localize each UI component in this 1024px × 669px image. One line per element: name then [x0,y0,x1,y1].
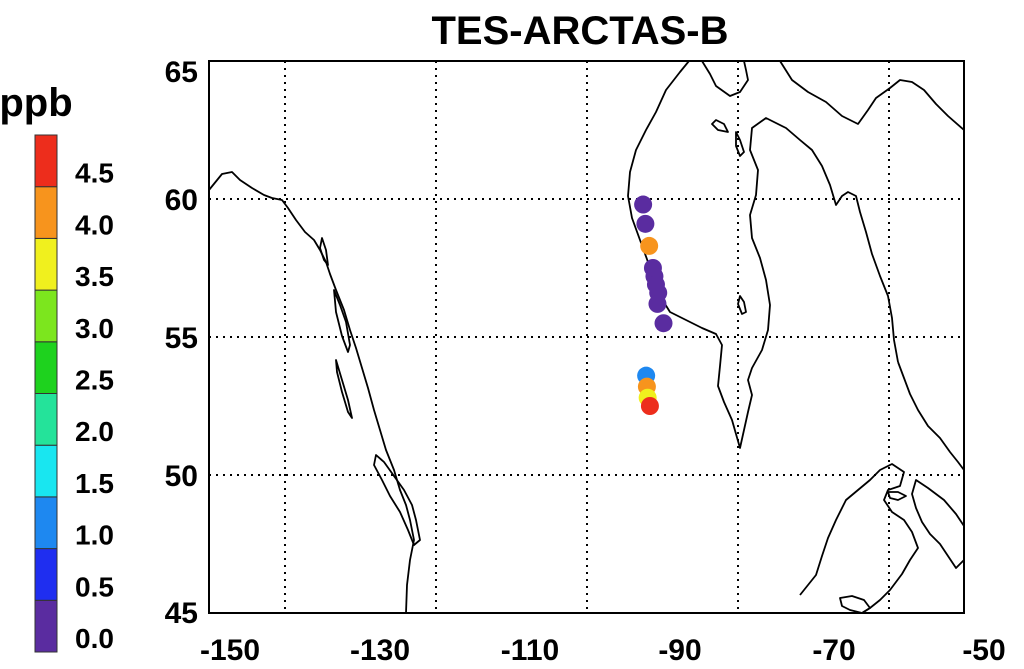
data-point [648,294,667,313]
gulf-st-lawrence [799,463,919,614]
colorbar-swatch [34,237,58,291]
x-tick-label: -110 [501,634,559,667]
anticosti-island [887,491,907,501]
x-tick-label: -50 [962,634,1005,667]
chart-title: TES-ARCTAS-B [431,9,728,53]
island-a [319,237,329,266]
pacific-coastline [208,171,415,614]
arctic-islands [779,60,965,131]
colorbar: ppb 0.0 0.5 1.0 1.5 2.0 2.5 3.0 3.5 4.0 4.5 [0,81,114,654]
labrador-coast [897,361,965,471]
colorbar-label: 2.0 [75,416,114,447]
arctic-coast [701,60,749,97]
x-tick-label: -130 [350,634,410,667]
data-point [634,195,653,214]
colorbar-swatch [34,444,58,498]
y-axis: 45 50 55 60 65 [165,56,198,630]
colorbar-swatch [34,134,58,188]
data-point [640,397,659,415]
colorbar-unit: ppb [0,81,73,125]
newfoundland [911,479,965,569]
data-points [634,195,673,415]
colorbar-swatch [34,599,58,653]
belcher-island [735,131,745,157]
colorbar-label: 2.5 [75,365,114,396]
colorbar-swatch [34,548,58,601]
nova-scotia [839,595,871,614]
colorbar-swatch [34,289,58,343]
y-tick-label: 55 [165,322,198,355]
small-island-hudson [737,295,747,315]
colorbar-label: 4.5 [75,158,114,189]
data-point [654,314,673,333]
southampton-island [711,119,729,133]
colorbar-swatch [34,341,58,394]
y-tick-label: 45 [165,597,198,630]
colorbar-labels: 0.0 0.5 1.0 1.5 2.0 2.5 3.0 3.5 4.0 4.5 [75,158,114,654]
x-tick-label: -90 [658,634,701,667]
colorbar-swatch [34,186,58,239]
island-vancouver [373,454,421,546]
map-plot [208,60,965,614]
y-tick-label: 65 [165,56,198,89]
x-axis: -150 -130 -110 -90 -70 -50 [200,634,1006,667]
data-point [640,236,659,255]
colorbar-label: 1.5 [75,468,114,499]
data-point [636,214,655,233]
colorbar-label: 4.0 [75,209,114,240]
y-tick-label: 60 [165,184,198,217]
island-c [335,359,353,419]
colorbar-label: 0.0 [75,623,114,654]
x-tick-label: -150 [200,634,260,667]
y-tick-label: 50 [165,460,198,493]
x-tick-label: -70 [812,634,855,667]
island-b [333,289,351,353]
colorbar-label: 3.0 [75,313,114,344]
colorbar-label: 0.5 [75,571,114,602]
colorbar-swatch [34,496,58,550]
colorbar-swatch [34,393,58,446]
colorbar-swatches [34,134,58,653]
colorbar-label: 3.5 [75,261,114,292]
colorbar-label: 1.0 [75,520,114,551]
